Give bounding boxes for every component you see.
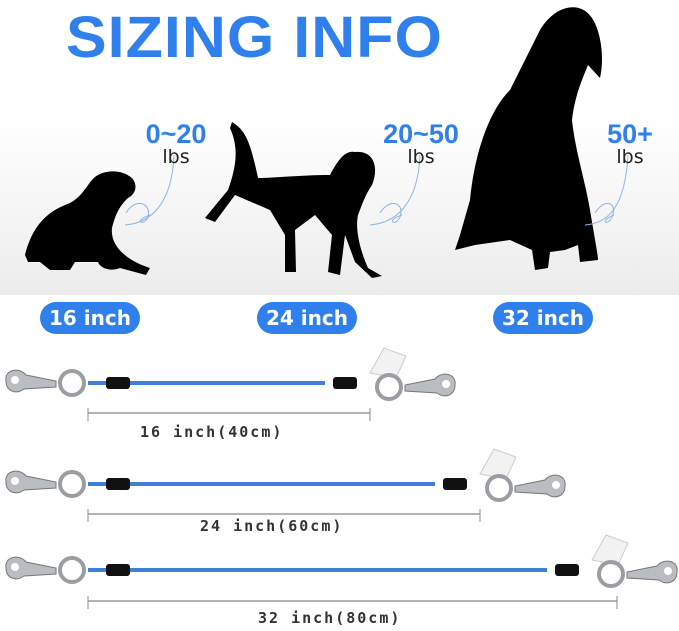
- weight-unit: lbs: [162, 146, 190, 168]
- snap-hook-right: [485, 474, 566, 502]
- medium-dog-silhouette: [205, 122, 382, 278]
- snap-hook-right: [597, 560, 678, 588]
- page-title: SIZING INFO: [66, 5, 443, 70]
- weight-value: 20~50: [383, 119, 459, 149]
- size-badge-24: 24 inch: [257, 302, 357, 334]
- cable-sleeve: [555, 564, 579, 576]
- size-badge-16: 16 inch: [40, 302, 140, 334]
- dog-silhouettes: [25, 7, 629, 278]
- length-label-32: 32 inch(80cm): [258, 609, 402, 627]
- weight-unit: lbs: [616, 146, 644, 168]
- length-label-24: 24 inch(60cm): [200, 517, 344, 535]
- snap-hook-left: [5, 369, 86, 397]
- small-dog-silhouette: [25, 171, 150, 275]
- large-dog-silhouette: [455, 7, 603, 271]
- cable-sleeve: [333, 377, 357, 389]
- snap-hook-left: [5, 470, 86, 498]
- snap-hook-left: [5, 556, 86, 584]
- weight-unit: lbs: [407, 146, 435, 168]
- snap-hook-right: [375, 373, 456, 401]
- cable-sleeve: [443, 478, 467, 490]
- pointer-lines: [124, 154, 629, 226]
- weight-value: 0~20: [145, 119, 207, 149]
- cable-sleeve: [106, 564, 130, 576]
- weight-value: 50+: [607, 119, 653, 149]
- size-badge-32: 32 inch: [493, 302, 593, 334]
- cable-sleeve: [106, 478, 130, 490]
- weight-label-medium: 20~50 lbs: [376, 121, 466, 167]
- weight-label-small: 0~20 lbs: [140, 121, 212, 167]
- weight-label-large: 50+ lbs: [600, 121, 660, 167]
- cable-sleeve: [106, 377, 130, 389]
- length-label-16: 16 inch(40cm): [140, 423, 284, 441]
